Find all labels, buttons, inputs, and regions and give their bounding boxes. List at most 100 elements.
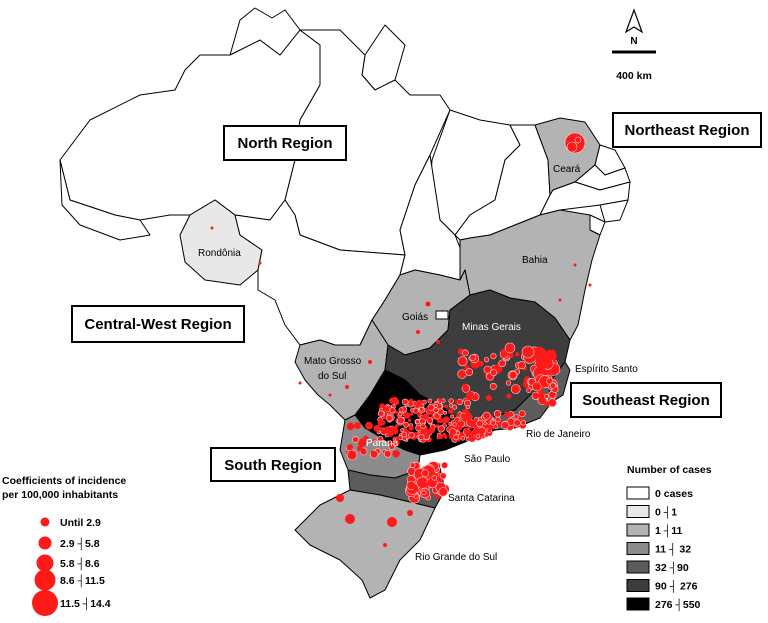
incidence-dot [384, 426, 392, 434]
region-northeast: Northeast Region [612, 112, 762, 148]
legend-cases-label: 0 ┤1 [655, 506, 677, 520]
incidence-dot [465, 368, 474, 376]
incidence-dot [336, 494, 344, 502]
state-rio-grande-do-sul [294, 489, 436, 599]
incidence-dot [508, 371, 518, 380]
state-alagoas [599, 199, 629, 223]
incidence-dot [363, 435, 369, 442]
incidence-dot [549, 382, 556, 389]
incidence-dot [496, 366, 503, 373]
incidence-dot [472, 427, 481, 436]
incidence-dot [368, 360, 372, 364]
incidence-dot [438, 398, 443, 402]
region-northeast-label: Northeast Region [624, 122, 749, 139]
state-label-sao-paulo: São Paulo [464, 454, 511, 465]
incidence-dot [398, 407, 404, 413]
incidence-dot [501, 421, 510, 430]
incidence-dot [483, 365, 492, 374]
incidence-dot [421, 414, 427, 419]
incidence-dot [427, 403, 435, 411]
incidence-dot [457, 369, 467, 379]
legend-cases: Number of cases 0 cases 0 ┤1 1 ┤11 11 ┤ 32 3… [626, 464, 712, 612]
incidence-dot [531, 381, 542, 392]
incidence-dot [588, 283, 592, 287]
incidence-dot [469, 354, 477, 361]
region-southeast: Southeast Region [570, 382, 722, 418]
incidence-dot [426, 431, 431, 436]
incidence-dot [490, 369, 498, 377]
incidence-dot [392, 427, 399, 434]
legend-cases-swatch [626, 486, 650, 500]
incidence-dot [298, 381, 302, 385]
incidence-dot [412, 407, 419, 414]
state-label-ceara: Ceará [553, 164, 581, 175]
region-south-label: South Region [224, 457, 322, 474]
incidence-dot [518, 410, 526, 418]
state-label-santa-catarina: Santa Catarina [448, 493, 515, 504]
incidence-dot [401, 431, 407, 438]
incidence-dot [423, 482, 429, 488]
incidence-dot [400, 428, 405, 433]
state-labels: Ceará Rondônia Bahia Goiás Minas Gerais … [198, 164, 638, 563]
incidence-dot [506, 393, 512, 399]
incidence-dot [510, 384, 521, 394]
region-central-west-label: Central-West Region [84, 316, 231, 333]
incidence-dot [365, 421, 373, 430]
incidence-dot [498, 359, 507, 368]
state-shapes [59, 7, 631, 599]
incidence-dot [544, 393, 549, 399]
legend-cases-swatch [626, 523, 650, 537]
incidence-dot [410, 483, 417, 490]
state-distrito-federal [435, 310, 449, 320]
incidence-dot [414, 486, 420, 492]
incidence-dot [515, 352, 520, 357]
incidence-dot [464, 429, 472, 437]
north-arrow: N [624, 8, 644, 47]
incidence-dot [356, 445, 363, 452]
incidence-dot [465, 405, 470, 410]
legend-incidence: Coefficients of incidence per 100,000 in… [2, 475, 126, 616]
region-central-west: Central-West Region [71, 305, 245, 343]
incidence-dot [397, 411, 403, 417]
legend-incidence-label: 11.5 ┤14.4 [60, 597, 111, 611]
incidence-dot [521, 345, 535, 359]
incidence-dot [504, 411, 511, 418]
incidence-dot [415, 419, 420, 425]
incidence-dot [418, 434, 425, 441]
incidence-dot [532, 346, 547, 360]
legend-incidence-circle [34, 569, 56, 591]
incidence-dot [407, 510, 413, 516]
state-label-mato-grosso-do-sul-line2: do Sul [318, 371, 346, 382]
incidence-dot [452, 422, 457, 427]
incidence-dot [538, 391, 547, 400]
incidence-dot [387, 517, 397, 527]
incidence-dot [392, 450, 400, 458]
incidence-dot [460, 435, 466, 441]
legend-cases-swatch [626, 597, 650, 611]
incidence-dot [448, 424, 453, 429]
incidence-dot [420, 423, 426, 430]
incidence-dot [448, 421, 453, 426]
incidence-dot [452, 404, 458, 410]
scale-bar: 400 km [612, 50, 656, 82]
incidence-dot [383, 543, 387, 547]
incidence-dot [441, 398, 446, 403]
incidence-dot [408, 425, 414, 431]
legend-cases-swatch [626, 542, 650, 555]
incidence-dot [427, 398, 433, 404]
incidence-dots [210, 132, 592, 547]
incidence-dot [358, 438, 365, 445]
incidence-dot [482, 411, 491, 420]
incidence-dot [407, 418, 412, 423]
incidence-dot [453, 434, 459, 441]
incidence-dot [328, 393, 332, 397]
incidence-dot [345, 385, 349, 389]
incidence-dot [385, 414, 393, 422]
state-label-bahia: Bahia [522, 255, 548, 266]
incidence-dot [396, 416, 405, 425]
legend-incidence-title-line1: Coefficients of incidence [2, 475, 126, 487]
legend-cases-label: 276 ┤550 [655, 598, 701, 612]
legend-incidence-circle [38, 536, 52, 550]
incidence-dot [544, 401, 550, 407]
incidence-dot [475, 434, 481, 439]
